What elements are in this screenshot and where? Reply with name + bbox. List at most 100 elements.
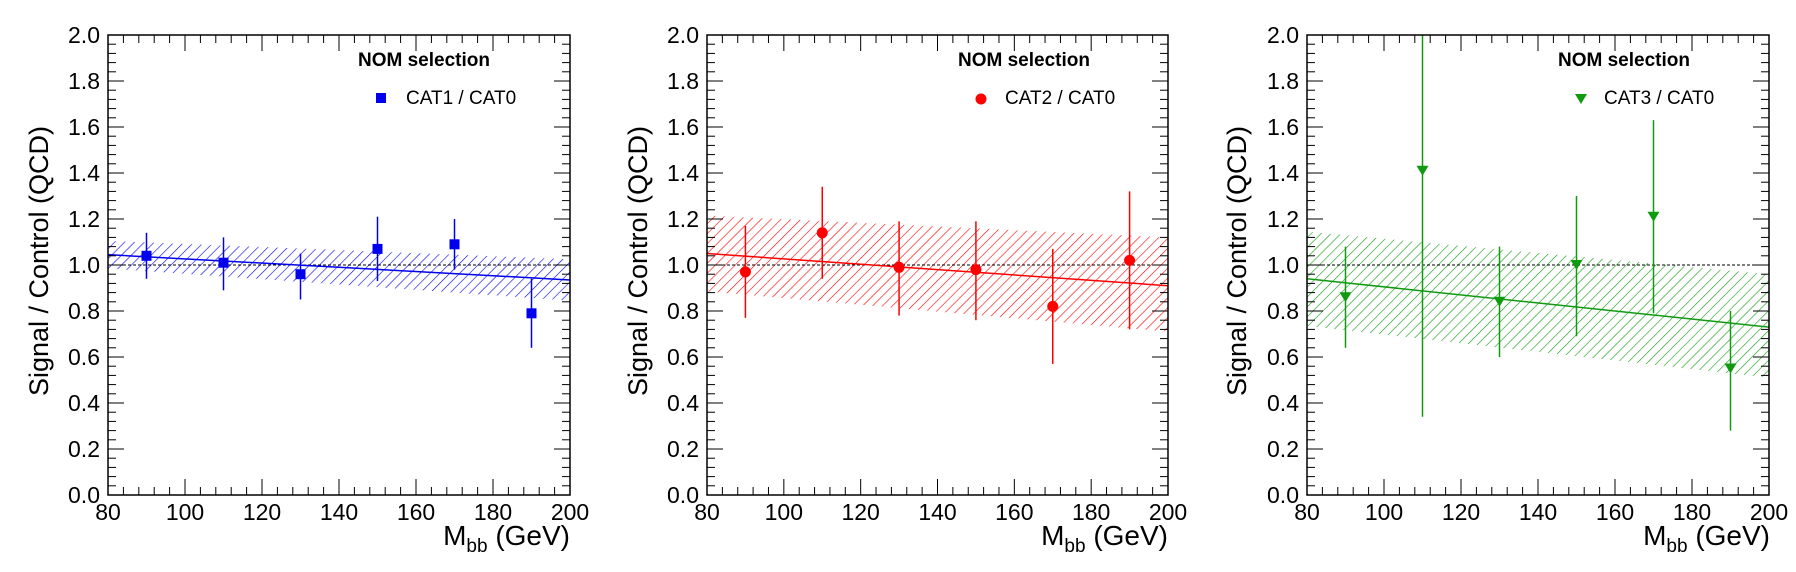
y-tick-label: 1.4 (1267, 160, 1299, 186)
data-point (295, 269, 306, 280)
y-axis-label: Signal / Control (QCD) (623, 126, 653, 396)
y-tick-label: 0.0 (1267, 482, 1299, 508)
data-point (970, 264, 982, 276)
y-tick-label: 0.8 (1267, 298, 1299, 324)
y-tick-label: 1.2 (68, 206, 100, 232)
y-tick-label: 2.0 (667, 22, 699, 48)
x-tick-label: 160 (995, 499, 1033, 525)
x-axis-label-sub: bb (1064, 536, 1085, 557)
y-tick-label: 1.6 (667, 114, 699, 140)
plot-area (707, 186, 1168, 364)
y-tick-label: 1.0 (1267, 252, 1299, 278)
y-tick-label: 0.6 (667, 344, 699, 370)
data-point (1493, 296, 1506, 307)
plot-area (1307, 35, 1769, 431)
fit-uncertainty-band (108, 240, 570, 301)
y-tick-label: 1.8 (667, 68, 699, 94)
y-tick-label: 1.4 (68, 160, 100, 186)
y-tick-label: 1.8 (1267, 68, 1299, 94)
y-tick-label: 0.6 (68, 344, 100, 370)
fit-line (108, 253, 570, 281)
chart-panel-1: Signal / Control (QCD) NOM selection CAT… (24, 22, 589, 557)
y-axis-label: Signal / Control (QCD) (24, 126, 54, 396)
x-tick-label: 140 (918, 499, 956, 525)
x-tick-label: 100 (765, 499, 803, 525)
data-point (526, 308, 537, 319)
x-tick-label: 140 (320, 499, 358, 525)
x-tick-label: 180 (1673, 499, 1711, 525)
fit-line (1307, 278, 1769, 328)
y-tick-label: 0.4 (68, 390, 100, 416)
y-tick-label: 1.6 (1267, 114, 1299, 140)
y-tick-label: 1.0 (667, 252, 699, 278)
y-tick-label: 1.2 (1267, 206, 1299, 232)
x-axis-label-unit: (GeV) (495, 520, 570, 551)
y-tick-label: 1.8 (68, 68, 100, 94)
x-axis-label-main: M (1041, 520, 1064, 551)
x-axis-label-unit: (GeV) (1695, 520, 1770, 551)
svg-text:Mbb (GeV): Mbb (GeV) (1041, 520, 1168, 557)
y-tick-label: 0.4 (667, 390, 699, 416)
y-tick-label: 0.2 (1267, 436, 1299, 462)
plot-area (108, 216, 570, 348)
y-tick-label: 0.0 (667, 482, 699, 508)
legend-title: NOM selection (958, 50, 1090, 71)
x-tick-label: 100 (1365, 499, 1403, 525)
x-tick-label: 200 (551, 499, 589, 525)
data-point (1647, 211, 1660, 222)
data-point (372, 243, 383, 254)
x-tick-label: 80 (1294, 499, 1320, 525)
x-tick-label: 200 (1750, 499, 1788, 525)
x-tick-label: 120 (243, 499, 281, 525)
legend-marker-square (376, 93, 386, 103)
svg-text:Mbb (GeV): Mbb (GeV) (1643, 520, 1770, 557)
chart-panel-3: Signal / Control (QCD) NOM selection CAT… (1222, 22, 1788, 557)
x-tick-label: 100 (166, 499, 204, 525)
x-tick-label: 180 (1072, 499, 1110, 525)
y-tick-label: 0.2 (68, 436, 100, 462)
y-tick-label: 2.0 (1267, 22, 1299, 48)
y-tick-label: 0.4 (1267, 390, 1299, 416)
y-tick-label: 1.6 (68, 114, 100, 140)
legend-title: NOM selection (1558, 50, 1690, 71)
data-point (141, 250, 152, 261)
x-tick-label: 120 (1442, 499, 1480, 525)
chart-panel-2: Signal / Control (QCD) NOM selection CAT… (623, 22, 1187, 557)
data-point (449, 239, 460, 250)
x-axis-label-main: M (443, 520, 466, 551)
data-point (1339, 292, 1352, 303)
x-tick-label: 160 (397, 499, 435, 525)
data-point (1416, 165, 1429, 176)
legend-entry-cat3: CAT3 / CAT0 (1604, 88, 1714, 109)
y-axis-label: Signal / Control (QCD) (1222, 126, 1252, 396)
x-tick-label: 180 (474, 499, 512, 525)
x-tick-label: 80 (95, 499, 121, 525)
data-point (893, 261, 905, 273)
data-point (1047, 300, 1059, 312)
x-tick-label: 140 (1519, 499, 1557, 525)
fit-uncertainty-band (707, 215, 1168, 332)
x-axis-label-unit: (GeV) (1093, 520, 1168, 551)
y-tick-label: 0.6 (1267, 344, 1299, 370)
data-point (1124, 254, 1136, 266)
legend-marker-circle (975, 93, 987, 105)
y-tick-label: 2.0 (68, 22, 100, 48)
y-tick-label: 0.2 (667, 436, 699, 462)
y-tick-label: 1.4 (667, 160, 699, 186)
legend-entry-cat2: CAT2 / CAT0 (1005, 88, 1115, 109)
data-point (1724, 363, 1737, 374)
data-point (816, 227, 828, 239)
fit-uncertainty-band (1307, 231, 1769, 378)
x-tick-label: 120 (841, 499, 879, 525)
y-tick-label: 0.0 (68, 482, 100, 508)
fit-line (707, 252, 1168, 287)
legend-marker-triangle (1575, 94, 1587, 104)
legend-title: NOM selection (358, 50, 490, 71)
x-axis-label-main: M (1643, 520, 1666, 551)
x-tick-label: 160 (1596, 499, 1634, 525)
data-point (1570, 260, 1583, 270)
data-point (218, 257, 229, 268)
y-tick-label: 0.8 (68, 298, 100, 324)
x-tick-label: 200 (1149, 499, 1187, 525)
